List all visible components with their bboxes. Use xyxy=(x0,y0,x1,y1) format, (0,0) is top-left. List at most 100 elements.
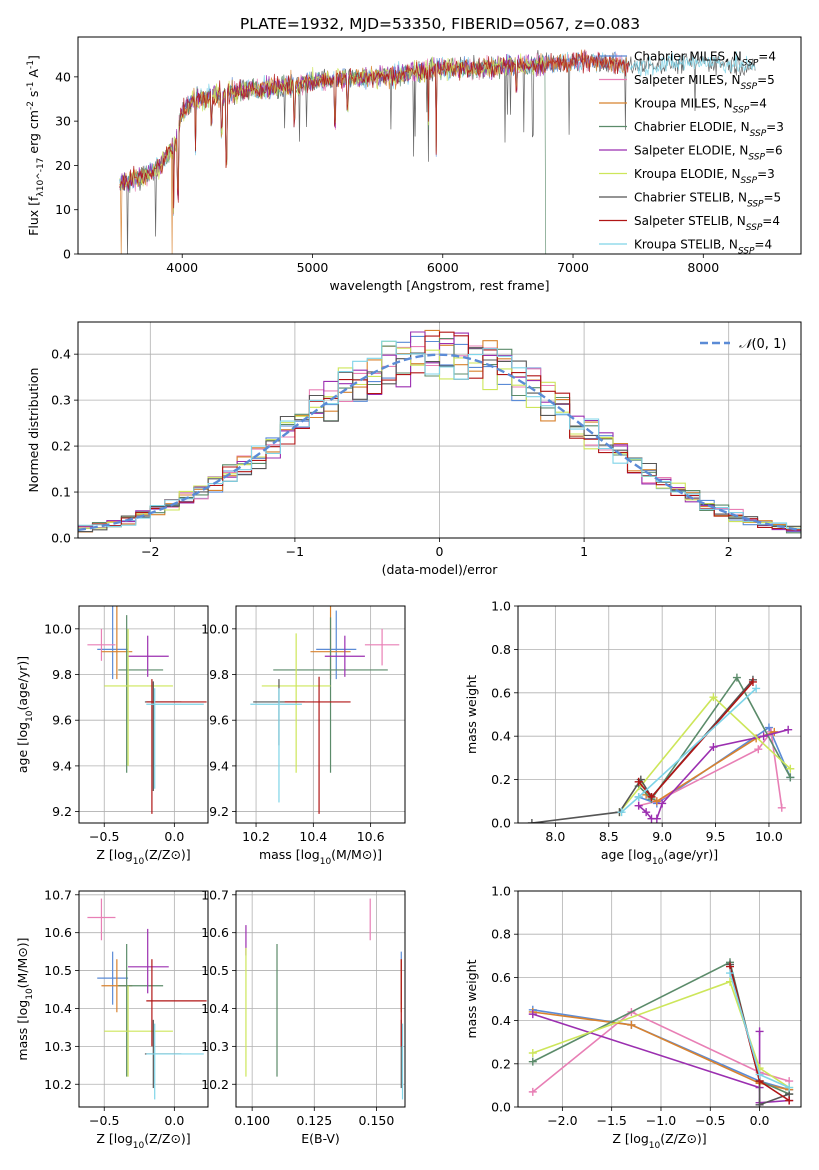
y-tick-label: 9.2 xyxy=(209,804,229,819)
age_vs_Z-panel: −0.5 0.0 9.2 9.4 9.6 9.8 10.0 Z [log10(Z/Z⊙)] ag… xyxy=(15,605,209,867)
y-tick-label: 10.5 xyxy=(44,963,72,978)
x-tick-label: 4000 xyxy=(166,260,198,275)
x-axis-label: wavelength [Angstrom, rest frame] xyxy=(329,278,549,293)
series-marker-salpeter_elodie xyxy=(634,801,643,810)
y-tick-label: 0.8 xyxy=(491,927,511,942)
series-marker-kroupa_elodie xyxy=(528,1049,537,1057)
y-axis-label: mass weight xyxy=(464,959,479,1038)
spectrum-panel: 4000 5000 6000 7000 8000 0 10 20 30 40 wavelength … xyxy=(26,36,802,293)
x-tick-label: −0.5 xyxy=(89,829,119,844)
legend-label-chabrier_miles: Chabrier MILES, NSSP=4 xyxy=(634,50,776,69)
y-tick-label: 0.0 xyxy=(491,816,511,831)
series-marker-kroupa_stelib xyxy=(726,969,735,978)
series-marker-chabrier_elodie xyxy=(786,773,795,782)
series-line-salpeter_miles xyxy=(532,1011,790,1093)
series-marker-salpeter_elodie xyxy=(784,725,793,734)
x-tick-label: 8.0 xyxy=(545,829,565,844)
x-tick-label: 1 xyxy=(580,544,588,559)
y-tick-label: 10.3 xyxy=(44,1039,72,1054)
x-tick-label: 7000 xyxy=(557,260,589,275)
series-marker-chabrier_elodie xyxy=(528,1057,537,1066)
axes-frame xyxy=(77,321,802,539)
y-tick-label: 10.6 xyxy=(44,925,72,940)
y-tick-label: 0.4 xyxy=(51,347,71,362)
y-tick-label: 0.1 xyxy=(51,485,71,500)
axes-frame xyxy=(517,605,802,824)
y-tick-label: 9.6 xyxy=(52,713,72,728)
series-marker-kroupa_elodie xyxy=(786,764,795,773)
series-marker-salpeter_elodie xyxy=(709,743,718,752)
series-marker-kroupa_miles xyxy=(652,797,661,806)
y-tick-label: 1.0 xyxy=(491,599,511,614)
x-axis-label: Z [log10(Z/Z⊙)] xyxy=(96,847,190,867)
y-tick-label: 9.6 xyxy=(209,713,229,728)
x-tick-label: 9.0 xyxy=(652,829,672,844)
series-marker-salpeter_stelib xyxy=(634,777,643,786)
y-tick-label: 0.2 xyxy=(491,1056,511,1071)
x-axis-label: E(B-V) xyxy=(301,1131,340,1146)
x-tick-label: 2 xyxy=(725,544,733,559)
series-marker-kroupa_stelib xyxy=(752,684,761,693)
mass_vs_ebv-plot-area xyxy=(245,898,404,1100)
legend-label-chabrier_stelib: Chabrier STELIB, NSSP=5 xyxy=(634,191,781,210)
y-tick-label: 10.4 xyxy=(201,1001,229,1016)
series-marker-salpeter_stelib xyxy=(748,677,757,686)
axes-frame xyxy=(78,605,209,824)
residuals-plot-area xyxy=(78,329,801,535)
spectrum-plot-area xyxy=(119,49,756,254)
x-axis-label: (data-model)/error xyxy=(382,562,499,577)
age_vs_Z-plot-area xyxy=(87,606,207,814)
x-tick-label: −1.0 xyxy=(646,1113,676,1128)
x-tick-label: −2.0 xyxy=(547,1113,577,1128)
series-marker-chabrier_elodie xyxy=(732,673,741,682)
series-marker-kroupa_stelib xyxy=(617,808,626,817)
y-tick-label: 10.5 xyxy=(201,963,229,978)
y-tick-label: 10.6 xyxy=(201,925,229,940)
x-tick-label: −2 xyxy=(141,544,159,559)
y-tick-label: 0.3 xyxy=(51,393,71,408)
y-axis-label: mass [log10(M/M⊙)] xyxy=(15,937,35,1060)
x-axis-label: mass [log10(M/M⊙)] xyxy=(259,847,382,867)
y-tick-label: 40 xyxy=(55,69,71,84)
x-tick-label: 0.150 xyxy=(359,1113,395,1128)
series-marker-kroupa_stelib xyxy=(755,1070,764,1079)
series-line-salpeter_miles xyxy=(638,729,783,808)
spectrum-line-salpeter_elodie xyxy=(119,53,546,214)
age_vs_mass-panel: 10.2 10.4 10.6 9.2 9.4 9.6 9.8 10.0 mass [log10(… xyxy=(201,605,406,867)
x-tick-label: 8000 xyxy=(687,260,719,275)
series-marker-chabrier_miles xyxy=(764,723,773,732)
series-marker-salpeter_elodie xyxy=(759,732,768,741)
series-marker-chabrier_stelib xyxy=(527,819,536,823)
y-tick-label: 9.8 xyxy=(209,667,229,682)
x-tick-label: 10.0 xyxy=(755,829,783,844)
x-tick-label: −1 xyxy=(286,544,304,559)
x-axis-label: Z [log10(Z/Z⊙)] xyxy=(612,1131,706,1151)
y-tick-label: 10 xyxy=(55,202,71,217)
x-tick-label: 10.4 xyxy=(299,829,327,844)
series-line-kroupa_miles xyxy=(645,731,775,803)
massweight_vs_age-plot-area xyxy=(527,673,795,823)
x-tick-label: 0.0 xyxy=(164,1113,184,1128)
x-tick-label: −1.5 xyxy=(596,1113,626,1128)
y-tick-label: 0.4 xyxy=(491,729,511,744)
series-marker-salpeter_elodie xyxy=(642,808,651,817)
y-tick-label: 0.8 xyxy=(491,642,511,657)
x-tick-label: −0.5 xyxy=(695,1113,725,1128)
y-tick-label: 9.4 xyxy=(209,758,229,773)
legend-label-salpeter_stelib: Salpeter STELIB, NSSP=4 xyxy=(634,214,780,233)
x-tick-label: 5000 xyxy=(297,260,329,275)
series-marker-salpeter_miles xyxy=(528,1087,537,1096)
series-marker-salpeter_elodie xyxy=(528,1010,537,1019)
series-marker-salpeter_elodie xyxy=(755,1027,764,1036)
x-tick-label: 0.0 xyxy=(750,1113,770,1128)
series-marker-salpeter_stelib xyxy=(647,792,656,801)
mass_vs_ebv-panel: 0.100 0.125 0.150 10.2 10.3 10.4 10.5 10.6 10.7 E… xyxy=(201,887,406,1146)
y-tick-label: 10.3 xyxy=(201,1039,229,1054)
x-tick-label: 0.0 xyxy=(164,829,184,844)
y-tick-label: 0.2 xyxy=(491,772,511,787)
mass_vs_Z-panel: −0.5 0.0 10.2 10.3 10.4 10.5 10.6 10.7 Z [log10(… xyxy=(15,887,209,1151)
axes-frame xyxy=(517,890,802,1108)
axes-frame xyxy=(235,605,406,824)
x-tick-label: 10.6 xyxy=(357,829,385,844)
